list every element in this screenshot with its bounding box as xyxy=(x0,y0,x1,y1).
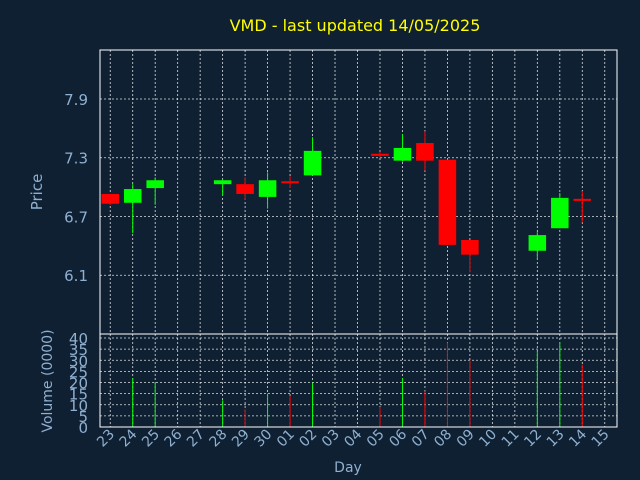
price-tick-label: 6.7 xyxy=(64,208,88,226)
candle-body xyxy=(303,150,322,176)
candle-body xyxy=(123,189,142,203)
x-axis-label: Day xyxy=(334,460,362,476)
x-tick-label: 12 xyxy=(521,427,545,451)
candle-body xyxy=(258,180,277,197)
x-tick-label: 23 xyxy=(94,427,118,451)
x-tick-label: 28 xyxy=(207,427,231,451)
price-panel: 6.1 6.7 7.3 7.9 xyxy=(64,49,618,335)
volume-tick-label: 15 xyxy=(69,386,88,404)
candle-body xyxy=(461,239,479,255)
volume-tick-label: 5 xyxy=(78,408,88,426)
x-tick-label: 07 xyxy=(409,427,433,451)
volume-tick-label: 0 xyxy=(78,419,88,437)
chart-title: VMD - last updated 14/05/2025 xyxy=(230,16,481,35)
price-tick-label: 6.1 xyxy=(64,267,88,285)
x-tick-label: 06 xyxy=(386,426,410,450)
volume-plot-frame xyxy=(99,333,618,428)
candle-body xyxy=(393,147,412,161)
x-tick-label: 11 xyxy=(499,427,523,451)
x-axis: 2324252627282930010203040506070809101112… xyxy=(94,426,612,450)
price-axis-label: Price xyxy=(28,174,46,211)
price-tick-label: 7.3 xyxy=(64,150,88,168)
x-tick-label: 30 xyxy=(251,427,275,451)
x-tick-label: 09 xyxy=(454,427,478,451)
candle-body xyxy=(213,180,232,185)
x-tick-label: 13 xyxy=(544,427,568,451)
volume-tick-label: 35 xyxy=(69,341,88,359)
x-tick-label: 15 xyxy=(589,427,613,451)
candle-body xyxy=(146,180,164,189)
x-tick-label: 02 xyxy=(296,427,320,451)
candle-body xyxy=(281,181,299,184)
x-tick-label: 03 xyxy=(319,427,343,451)
x-tick-label: 01 xyxy=(274,427,298,451)
x-tick-label: 08 xyxy=(431,427,455,451)
x-tick-label: 26 xyxy=(162,426,186,450)
volume-tick-label: 10 xyxy=(69,397,88,415)
x-tick-label: 29 xyxy=(229,427,253,451)
candle-body xyxy=(101,193,120,204)
candle-body xyxy=(528,235,547,251)
x-tick-label: 14 xyxy=(566,426,590,450)
x-tick-label: 25 xyxy=(139,427,163,451)
volume-tick-label: 25 xyxy=(69,363,88,381)
candle-body xyxy=(438,159,457,245)
volume-tick-label: 40 xyxy=(69,330,88,348)
volume-tick-label: 20 xyxy=(69,375,88,393)
candle-body xyxy=(371,153,389,156)
x-tick-label: 10 xyxy=(476,427,500,451)
candle-body xyxy=(573,198,592,201)
candle-body xyxy=(236,184,254,194)
x-tick-label: 04 xyxy=(341,426,365,450)
candle-body xyxy=(416,143,434,161)
price-tick-label: 7.9 xyxy=(64,91,88,109)
candle-body xyxy=(551,197,569,229)
x-tick-label: 27 xyxy=(184,427,208,451)
volume-axis-label: Volume (0000) xyxy=(40,329,56,432)
volume-tick-label: 30 xyxy=(69,352,88,370)
x-tick-label: 05 xyxy=(364,427,388,451)
x-tick-label: 24 xyxy=(117,426,141,450)
